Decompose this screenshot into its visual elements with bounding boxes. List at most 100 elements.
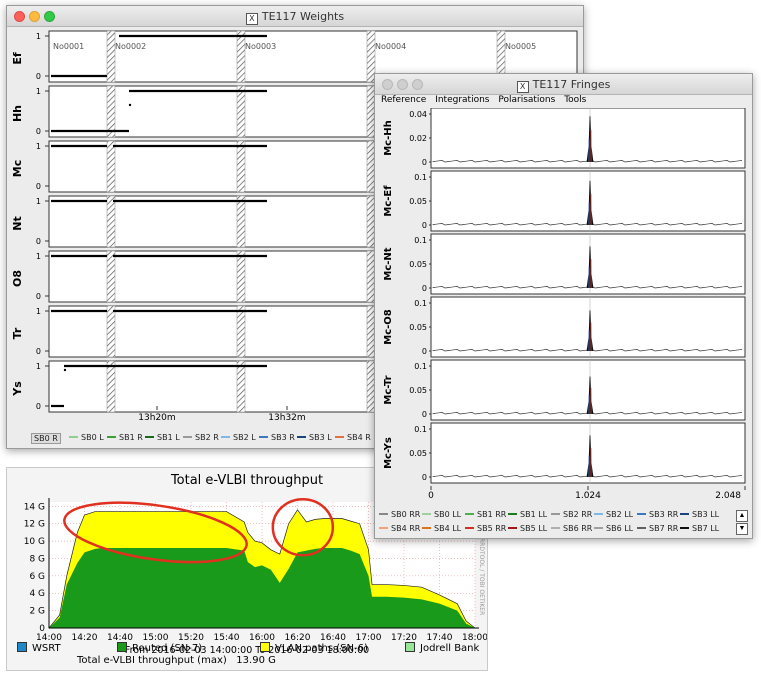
legend-swatch [465,527,474,529]
legend-label: SB3 R [271,433,295,442]
fringe-label: Mc-Nt [383,247,394,280]
row-label-o8: O8 [11,270,24,287]
fringes-legend-item[interactable]: SB1 RR [465,510,506,519]
x-tick-label: 2,048 [715,491,741,498]
fringes-legend-item[interactable]: SB0 RR [379,510,420,519]
fringes-legend-item[interactable]: SB0 LL [422,510,461,519]
close-button[interactable] [382,79,393,90]
legend-swatch [335,436,344,438]
fringes-legend-item[interactable]: SB4 RR [379,524,420,533]
y-tick-label: 0 [422,221,427,230]
fringes-legend-item[interactable]: SB4 LL [422,524,461,533]
weights-legend-item[interactable]: SB2 R [183,433,219,442]
legend-label: SB0 R [34,434,58,443]
y-tick-label: 12 G [24,520,45,530]
x-tick-label: 1,024 [575,491,601,498]
annotation-ellipse [63,501,248,564]
minimize-button[interactable] [29,11,40,22]
fringes-legend-item[interactable]: SB5 RR [465,524,506,533]
scan-gap-hatch [236,85,246,138]
fringes-legend-item[interactable]: SB7 LL [680,524,719,533]
legend-label: SB0 RR [391,510,421,519]
legend-scroll-down[interactable]: ▼ [736,523,748,535]
legend-swatch [221,436,230,438]
fringes-legend-item[interactable]: SB2 RR [551,510,592,519]
weights-legend-item[interactable]: SB3 R [259,433,295,442]
fringes-legend-item[interactable]: SB5 LL [508,524,547,533]
fringes-legend-item[interactable]: SB7 RR [637,524,678,533]
menu-integrations[interactable]: Integrations [435,95,490,105]
scan-gap-hatch [236,140,246,193]
menu-polarisations[interactable]: Polarisations [498,95,556,105]
series-area-routed [49,548,475,628]
row-label-mc: Mc [11,160,24,177]
zoom-button[interactable] [44,11,55,22]
weights-titlebar[interactable]: X TE117 Weights [7,6,583,27]
fringes-titlebar[interactable]: X TE117 Fringes [375,74,752,95]
x-tick-label: 13h20m [138,413,175,423]
y-tick-label: 0 [36,182,41,191]
legend-wsrt: WSRT [17,642,61,654]
x-tick-label: 16:20 [285,633,311,643]
fringes-title: TE117 Fringes [532,78,611,91]
row-label-nt: Nt [11,216,24,230]
legend-swatch [637,527,646,529]
y-tick-label: 4 G [29,589,45,599]
x-tick-label: 15:20 [178,633,204,643]
x-tick-label: 17:20 [391,633,417,643]
y-tick-label: 0.1 [414,362,427,371]
legend-swatch [551,527,560,529]
legend-swatch [145,436,154,438]
legend-swatch [379,527,388,529]
y-tick-label: 0 [39,624,45,634]
legend-label: SB1 R [119,433,143,442]
y-tick-label: 1 [36,307,41,316]
scan-gap-hatch [106,250,116,303]
y-tick-label: 1 [36,32,41,41]
legend-swatch [107,436,116,438]
weights-legend-item[interactable]: SB2 L [221,433,256,442]
annotation-ellipse [271,497,335,557]
fringes-legend-item[interactable]: SB2 LL [594,510,633,519]
close-button[interactable] [14,11,25,22]
fringes-plot[interactable]: Mc-Hh 0 0.02 0.04 Mc-Ef 0 0.05 0.1 Mc-Nt 0 0.05 0.1… [375,108,752,498]
fringes-legend-item[interactable]: SB3 RR [637,510,678,519]
scan-gap-hatch [106,85,116,138]
zoom-button[interactable] [412,79,423,90]
x11-app-icon: X [516,81,529,93]
minimize-button[interactable] [397,79,408,90]
legend-swatch [183,436,192,438]
x-tick-label: 16:00 [249,633,275,643]
legend-swatch [379,513,388,515]
legend-swatch [297,436,306,438]
fringes-legend-item[interactable]: SB6 LL [594,524,633,533]
y-tick-label: 8 G [29,554,45,564]
weights-legend-item[interactable]: SB0 L [69,433,104,442]
weights-legend-item[interactable]: SB0 R [31,433,61,444]
weights-legend-item[interactable]: SB4 R [335,433,371,442]
fringe-peak [586,116,594,163]
menu-tools[interactable]: Tools [564,95,587,105]
weights-legend-item[interactable]: SB1 L [145,433,180,442]
scan-label: No0002 [115,42,146,51]
weights-legend: SB0 R SB0 L SB1 R SB1 L SB2 R SB2 L SB3 R SB3 L… [31,433,581,445]
fringes-legend-item[interactable]: SB3 LL [680,510,719,519]
legend-swatch [508,527,517,529]
fringes-legend-item[interactable]: SB1 LL [508,510,547,519]
scan-gap-hatch [366,30,376,83]
menu-reference[interactable]: Reference [381,95,427,105]
weights-legend-item[interactable]: SB1 R [107,433,143,442]
fringes-legend-item[interactable]: SB6 RR [551,524,592,533]
legend-swatch [680,513,689,515]
fringe-peak [586,310,594,352]
legend-swatch [259,436,268,438]
x11-app-icon: X [245,13,258,25]
row-label-hh: Hh [11,105,24,122]
weights-legend-item[interactable]: SB3 L [297,433,332,442]
legend-scroll-up[interactable]: ▲ [736,510,748,522]
y-tick-label: 1 [36,197,41,206]
x-tick-label: 15:40 [214,633,240,643]
throughput-max-summary: Total e-VLBI throughput (max) 13.90 G [77,655,276,666]
legend-swatch [69,436,78,438]
y-tick-label: 2 G [29,607,45,617]
